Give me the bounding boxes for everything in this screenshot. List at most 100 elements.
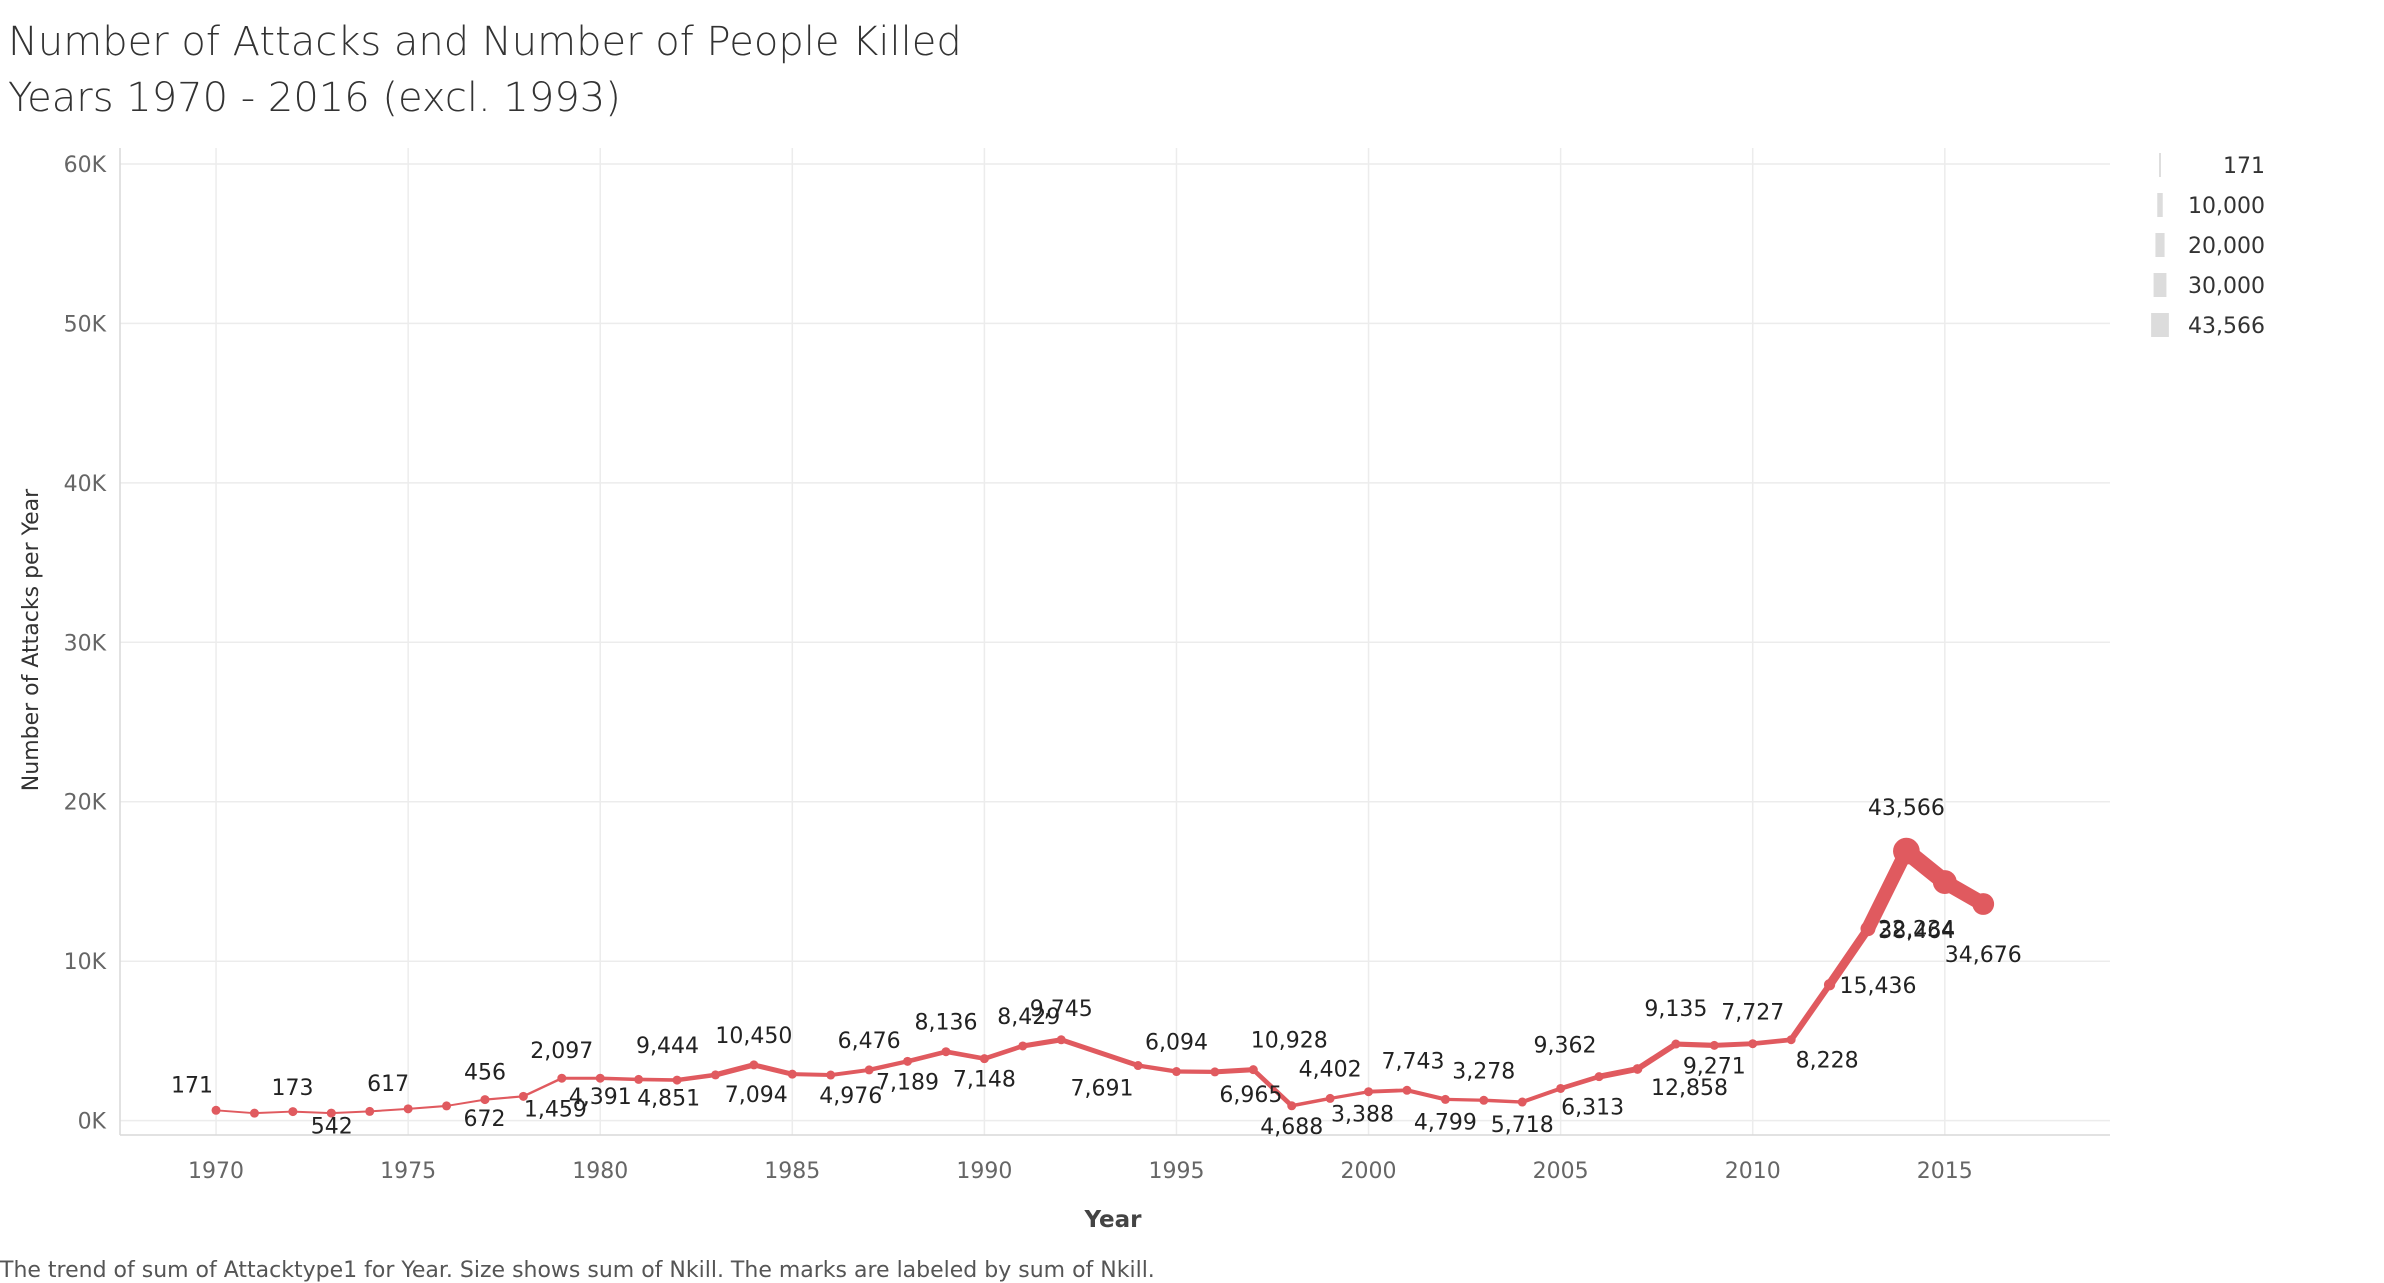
x-tick-label: 1980: [572, 1159, 628, 1184]
data-point: [865, 1065, 874, 1074]
data-label: 4,851: [637, 1086, 700, 1111]
data-label: 8,228: [1796, 1049, 1859, 1074]
data-label: 43,566: [1868, 796, 1945, 821]
line-segment: [908, 1052, 946, 1062]
data-label: 7,148: [953, 1068, 1016, 1093]
data-label: 7,691: [1071, 1077, 1134, 1102]
x-tick-label: 2015: [1917, 1159, 1973, 1184]
data-point: [250, 1109, 259, 1118]
x-tick-label: 1985: [764, 1159, 820, 1184]
data-point: [1860, 921, 1875, 936]
legend-size-mark: [2157, 193, 2162, 217]
data-point: [480, 1095, 489, 1104]
data-point: [1633, 1064, 1643, 1074]
data-label: 9,745: [1030, 997, 1093, 1022]
x-tick-label: 1970: [188, 1159, 244, 1184]
data-label: 7,189: [876, 1070, 939, 1095]
data-label: 34,676: [1945, 943, 2022, 968]
data-point: [1824, 979, 1835, 990]
data-point: [1326, 1094, 1335, 1103]
x-tick-label: 1995: [1148, 1159, 1204, 1184]
line-segment: [869, 1061, 907, 1070]
line-segment: [1330, 1092, 1368, 1099]
data-point: [788, 1070, 797, 1079]
data-label: 4,402: [1299, 1057, 1362, 1082]
data-point: [1893, 838, 1920, 865]
x-tick-label: 2005: [1533, 1159, 1589, 1184]
data-point: [1748, 1039, 1757, 1048]
y-tick-label: 0K: [78, 1110, 107, 1135]
data-label: 4,688: [1260, 1115, 1323, 1140]
y-axis-title: Number of Attacks per Year: [19, 488, 44, 791]
line-segment: [331, 1111, 369, 1113]
data-label: 617: [367, 1072, 409, 1097]
data-label: 6,965: [1219, 1083, 1282, 1108]
line-segment: [254, 1112, 292, 1114]
data-point: [634, 1075, 643, 1084]
line-segment: [523, 1078, 561, 1096]
legend-label: 20,000: [2188, 234, 2265, 259]
data-point: [941, 1047, 950, 1056]
y-tick-label: 40K: [64, 472, 107, 497]
data-point: [1787, 1035, 1796, 1044]
data-point: [365, 1107, 374, 1116]
x-tick-label: 2000: [1341, 1159, 1397, 1184]
data-point: [826, 1071, 835, 1080]
y-tick-label: 50K: [64, 312, 107, 337]
line-segment: [1599, 1069, 1637, 1077]
x-tick-label: 1990: [956, 1159, 1012, 1184]
data-label: 4,976: [819, 1084, 882, 1109]
line-segment: [1061, 1040, 1138, 1066]
legend-size-mark: [2154, 273, 2167, 297]
legend-label: 43,566: [2188, 314, 2265, 339]
line-segment: [1215, 1070, 1253, 1072]
data-label: 10,450: [715, 1024, 792, 1049]
data-point: [212, 1106, 221, 1115]
data-point: [1402, 1086, 1411, 1095]
line-segment: [831, 1070, 869, 1075]
line-segment: [1023, 1040, 1061, 1046]
data-label: 9,135: [1644, 997, 1707, 1022]
line-segment: [216, 1110, 254, 1113]
legend-label: 30,000: [2188, 274, 2265, 299]
line-segment: [408, 1106, 446, 1109]
line-segment: [639, 1079, 677, 1080]
line-segment: [1369, 1090, 1407, 1091]
data-label: 9,444: [636, 1034, 699, 1059]
data-label: 3,278: [1452, 1059, 1515, 1084]
line-segment: [715, 1065, 753, 1075]
x-tick-label: 1975: [380, 1159, 436, 1184]
data-point: [1479, 1096, 1488, 1105]
x-axis-title: Year: [1083, 1207, 1142, 1233]
data-label: 171: [171, 1073, 213, 1098]
y-tick-label: 30K: [64, 631, 107, 656]
data-label: 38,464: [1878, 919, 1955, 944]
data-point: [1018, 1041, 1027, 1050]
data-label: 6,476: [838, 1029, 901, 1054]
data-point: [1556, 1084, 1565, 1093]
data-point: [1972, 893, 1994, 915]
legend-size-mark: [2151, 313, 2169, 337]
y-tick-label: 20K: [64, 791, 107, 816]
data-point: [673, 1076, 682, 1085]
x-tick-label: 2010: [1725, 1159, 1781, 1184]
data-point: [1518, 1098, 1527, 1107]
data-label: 7,094: [725, 1083, 788, 1108]
data-point: [711, 1070, 720, 1079]
y-tick-label: 60K: [64, 153, 107, 178]
line-segment: [1676, 1044, 1714, 1045]
data-label: 173: [271, 1076, 313, 1101]
data-point: [1933, 870, 1957, 894]
line-segment: [370, 1109, 408, 1112]
data-point: [1057, 1035, 1066, 1044]
data-point: [1172, 1067, 1181, 1076]
data-point: [980, 1054, 989, 1063]
legend-size-mark: [2159, 153, 2161, 177]
line-segment: [1561, 1077, 1599, 1089]
legend-label: 171: [2223, 154, 2265, 179]
data-label: 5,718: [1491, 1113, 1554, 1138]
data-label: 6,094: [1145, 1031, 1208, 1056]
line-segment: [447, 1100, 485, 1106]
